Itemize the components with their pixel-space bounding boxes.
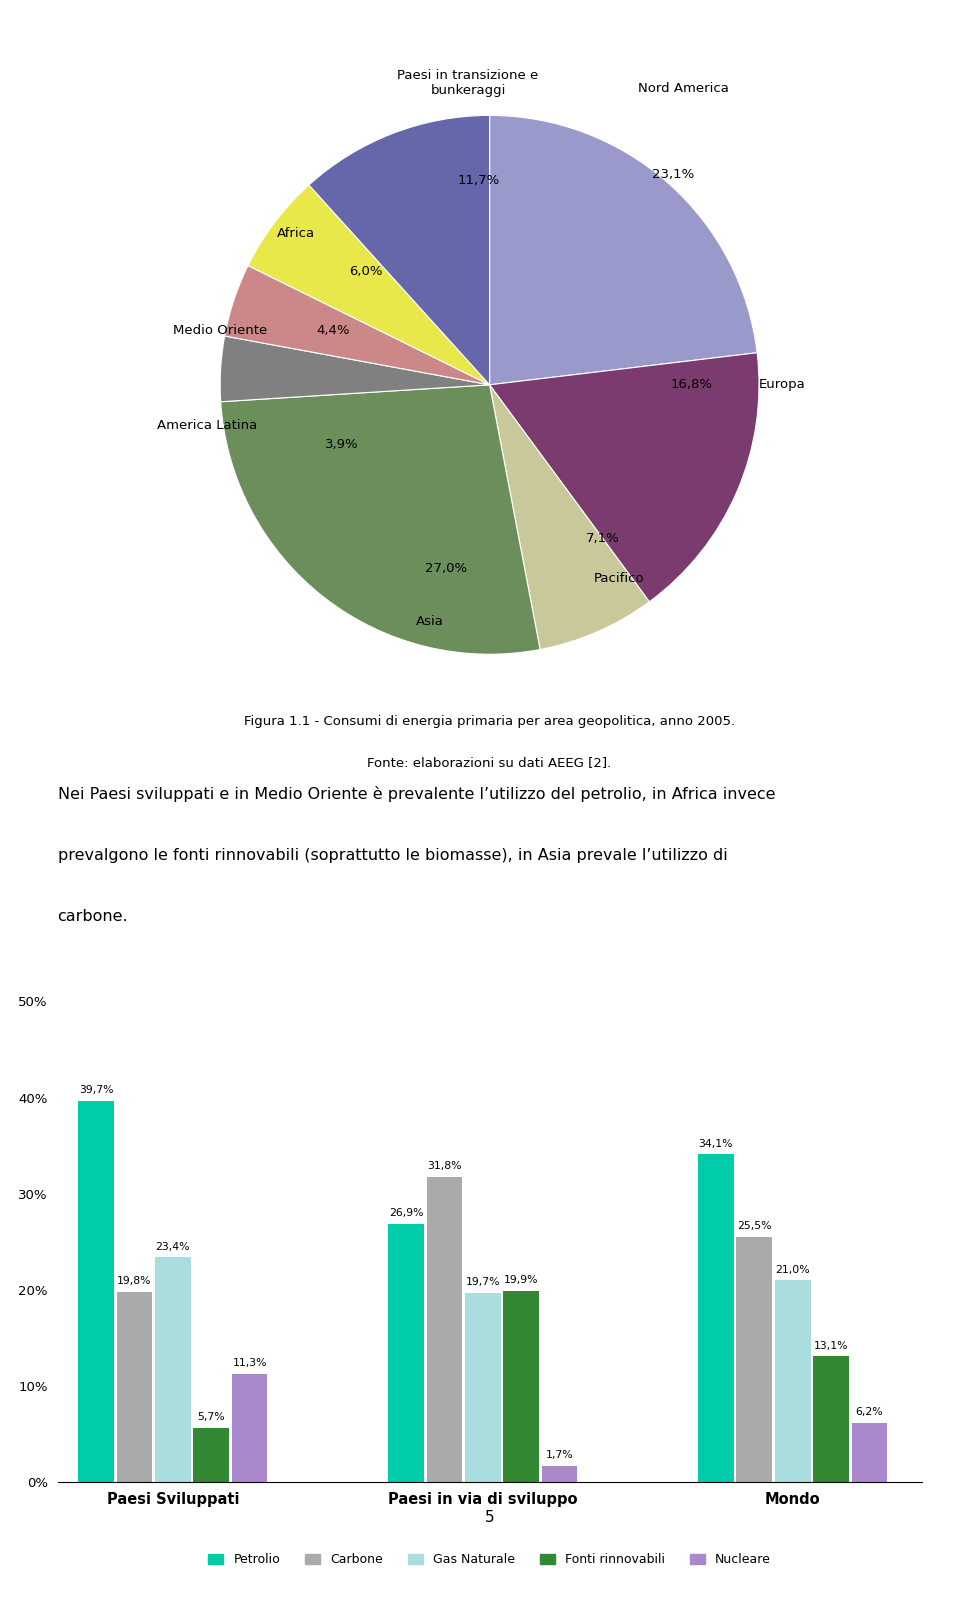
Text: 19,9%: 19,9% xyxy=(504,1276,539,1286)
Text: 19,7%: 19,7% xyxy=(466,1278,500,1287)
Text: 7,1%: 7,1% xyxy=(586,532,619,544)
Bar xyxy=(193,1428,229,1483)
Text: 11,7%: 11,7% xyxy=(458,173,500,187)
Text: 5,7%: 5,7% xyxy=(198,1412,225,1422)
Text: 1,7%: 1,7% xyxy=(545,1451,573,1460)
Text: 21,0%: 21,0% xyxy=(776,1265,810,1274)
Bar xyxy=(698,1154,733,1483)
Text: 39,7%: 39,7% xyxy=(79,1085,113,1095)
Bar xyxy=(541,1467,577,1483)
Legend: Petrolio, Carbone, Gas Naturale, Fonti rinnovabili, Nucleare: Petrolio, Carbone, Gas Naturale, Fonti r… xyxy=(204,1548,776,1572)
Text: Figura 1.1 - Consumi di energia primaria per area geopolitica, anno 2005.: Figura 1.1 - Consumi di energia primaria… xyxy=(244,716,735,728)
Wedge shape xyxy=(248,186,490,384)
Text: prevalgono le fonti rinnovabili (soprattutto le biomasse), in Asia prevale l’uti: prevalgono le fonti rinnovabili (sopratt… xyxy=(58,847,728,863)
Wedge shape xyxy=(490,384,649,650)
Bar xyxy=(736,1238,772,1483)
Text: Fonte: elaborazioni su dati AEEG [2].: Fonte: elaborazioni su dati AEEG [2]. xyxy=(368,756,612,770)
Wedge shape xyxy=(221,384,540,655)
Wedge shape xyxy=(309,115,490,384)
Text: 5: 5 xyxy=(485,1510,494,1526)
Text: 13,1%: 13,1% xyxy=(814,1340,849,1351)
Text: 4,4%: 4,4% xyxy=(317,325,350,338)
Text: 6,0%: 6,0% xyxy=(348,266,382,279)
Bar xyxy=(155,1257,191,1483)
Bar xyxy=(78,1100,114,1483)
Bar xyxy=(813,1356,849,1483)
Bar xyxy=(775,1281,810,1483)
Text: 23,1%: 23,1% xyxy=(652,168,694,181)
Bar xyxy=(116,1292,153,1483)
Wedge shape xyxy=(225,266,490,384)
Text: Africa: Africa xyxy=(276,227,315,240)
Text: 23,4%: 23,4% xyxy=(156,1241,190,1252)
Text: Nord America: Nord America xyxy=(638,82,729,94)
Text: Asia: Asia xyxy=(417,615,444,629)
Bar xyxy=(388,1223,423,1483)
Text: 19,8%: 19,8% xyxy=(117,1276,152,1286)
Bar xyxy=(426,1177,462,1483)
Wedge shape xyxy=(220,336,490,402)
Text: Paesi in transizione e
bunkeraggi: Paesi in transizione e bunkeraggi xyxy=(397,69,539,98)
Text: 34,1%: 34,1% xyxy=(699,1138,733,1148)
Text: 16,8%: 16,8% xyxy=(671,378,712,391)
Text: 27,0%: 27,0% xyxy=(425,562,468,575)
Text: 25,5%: 25,5% xyxy=(737,1222,772,1231)
Text: Europa: Europa xyxy=(759,378,805,391)
Bar xyxy=(465,1294,500,1483)
Bar xyxy=(231,1374,268,1483)
Text: Pacifico: Pacifico xyxy=(593,572,644,586)
Text: 3,9%: 3,9% xyxy=(324,437,358,450)
Text: 26,9%: 26,9% xyxy=(389,1207,423,1218)
Text: 6,2%: 6,2% xyxy=(855,1407,883,1417)
Text: America Latina: America Latina xyxy=(156,419,257,432)
Text: carbone.: carbone. xyxy=(58,909,129,924)
Bar xyxy=(503,1290,539,1483)
Text: Medio Oriente: Medio Oriente xyxy=(173,325,267,338)
Text: 11,3%: 11,3% xyxy=(232,1358,267,1367)
Text: 31,8%: 31,8% xyxy=(427,1161,462,1170)
Wedge shape xyxy=(490,115,757,384)
Bar xyxy=(852,1423,887,1483)
Wedge shape xyxy=(490,352,759,602)
Text: Nei Paesi sviluppati e in Medio Oriente è prevalente l’utilizzo del petrolio, in: Nei Paesi sviluppati e in Medio Oriente … xyxy=(58,786,775,802)
